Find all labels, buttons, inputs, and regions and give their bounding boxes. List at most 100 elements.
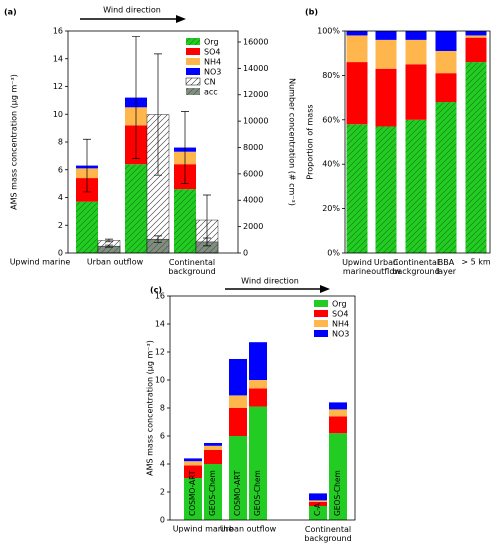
legend-swatch xyxy=(186,48,200,55)
bar-label: GEOS-Chem xyxy=(333,470,342,516)
bar-segment xyxy=(229,436,247,520)
bar-segment xyxy=(346,31,368,36)
plot-frame xyxy=(169,295,356,521)
error-bar xyxy=(83,138,91,193)
y-tick-label: 4 xyxy=(58,193,63,202)
bar-segment xyxy=(249,380,267,389)
legend-swatch xyxy=(186,38,200,45)
y-tick-label: 10 xyxy=(53,110,63,119)
legend-swatch xyxy=(314,300,328,307)
legend-label: acc xyxy=(204,88,218,97)
bar-segment xyxy=(184,478,202,520)
panel-label: (a) xyxy=(4,8,17,17)
bar-segment xyxy=(204,464,222,520)
bar-segment xyxy=(329,409,347,417)
y-tick-label: 6 xyxy=(58,165,63,174)
bar-segment xyxy=(346,124,368,254)
annotation: Wind direction xyxy=(103,6,161,15)
bar-segment xyxy=(329,416,347,434)
legend-swatch xyxy=(314,330,328,337)
bar-segment xyxy=(184,458,202,462)
y-axis-label: Proportion of mass xyxy=(306,104,315,179)
bar-segment xyxy=(435,31,457,51)
y-tick-label: 14 xyxy=(53,54,63,63)
y-tick-label: 12 xyxy=(53,82,63,91)
group-label: Upwind marine xyxy=(173,525,234,534)
legend-label: NO3 xyxy=(204,68,221,77)
bar-segment xyxy=(309,500,327,502)
y-tick-label: 2 xyxy=(160,488,165,497)
y-tick-label: 80% xyxy=(322,71,340,80)
bar-segment xyxy=(229,395,247,408)
y2-tick-label: 10000 xyxy=(243,117,268,126)
y-tick-label: 6 xyxy=(160,432,165,441)
y-tick-label: 8 xyxy=(160,404,165,413)
legend-label: NO3 xyxy=(332,330,349,339)
x-tick-label: Urban outflow xyxy=(87,258,144,267)
y-tick-label: 14 xyxy=(155,320,165,329)
plot-frame xyxy=(344,30,491,254)
legend-swatch xyxy=(314,310,328,317)
bar-segment xyxy=(405,39,427,65)
bar-segment xyxy=(435,50,457,74)
legend-swatch xyxy=(186,88,200,95)
bar-segment xyxy=(249,388,267,407)
annotation: Wind direction xyxy=(241,277,299,286)
bar-segment xyxy=(346,62,368,125)
y-tick-label: 20% xyxy=(322,204,340,213)
bar-segment xyxy=(435,102,457,253)
bar-segment xyxy=(174,189,196,253)
group-label: Urban outflow xyxy=(220,525,277,534)
y-tick-label: 60% xyxy=(322,115,340,124)
legend-swatch xyxy=(185,77,201,86)
bar-segment xyxy=(329,433,347,520)
bar-segment xyxy=(405,119,427,253)
bar-label: GEOS-Chem xyxy=(253,470,262,516)
panel-label: (c) xyxy=(150,286,162,295)
y-tick-label: 4 xyxy=(160,460,165,469)
bar-segment xyxy=(309,506,327,520)
bar-label: COSMO-ART xyxy=(233,470,242,516)
wind-arrow-head xyxy=(176,15,186,23)
error-bar xyxy=(105,238,113,243)
error-bar xyxy=(154,53,162,176)
x-tick-label: Continental background xyxy=(392,258,439,276)
legend-label: CN xyxy=(204,78,216,87)
bar-segment xyxy=(309,501,327,506)
x-tick-label: BBA layer xyxy=(436,258,457,276)
y-tick-label: 0 xyxy=(58,249,63,258)
y2-axis-label: Number concentration (# cm⁻³) xyxy=(288,78,297,206)
legend-swatch xyxy=(314,320,328,327)
y2-tick-label: 0 xyxy=(243,249,248,258)
y2-tick-label: 4000 xyxy=(243,196,263,205)
x-tick-label: Continental background xyxy=(168,258,215,276)
bar-segment xyxy=(435,73,457,103)
legend-label: SO4 xyxy=(332,310,348,319)
x-tick-label: > 5 km xyxy=(461,258,491,267)
y-tick-label: 10 xyxy=(155,376,165,385)
x-tick-label: Urban outflow xyxy=(371,258,401,276)
plot-frame xyxy=(67,30,239,254)
y-tick-label: 12 xyxy=(155,348,165,357)
bar-segment xyxy=(249,406,267,520)
legend-label: NH4 xyxy=(204,58,221,67)
bar-segment xyxy=(309,493,327,501)
error-bar xyxy=(154,235,162,243)
legend-swatch xyxy=(186,58,200,65)
legend-label: Org xyxy=(204,38,219,47)
y2-tick-label: 8000 xyxy=(243,143,263,152)
legend-label: Org xyxy=(332,300,347,309)
y-tick-label: 0% xyxy=(327,249,340,258)
y2-tick-label: 16000 xyxy=(243,37,268,46)
panel-label: (b) xyxy=(305,8,318,17)
y-tick-label: 8 xyxy=(58,138,63,147)
y-tick-label: 0 xyxy=(160,516,165,525)
bar-label: C-A xyxy=(313,502,322,516)
legend-label: NH4 xyxy=(332,320,349,329)
y-tick-label: 2 xyxy=(58,221,63,230)
y2-tick-label: 6000 xyxy=(243,169,263,178)
x-tick-label: Upwind marine xyxy=(10,258,71,267)
y2-tick-label: 2000 xyxy=(243,222,263,231)
bar-segment xyxy=(375,126,397,253)
